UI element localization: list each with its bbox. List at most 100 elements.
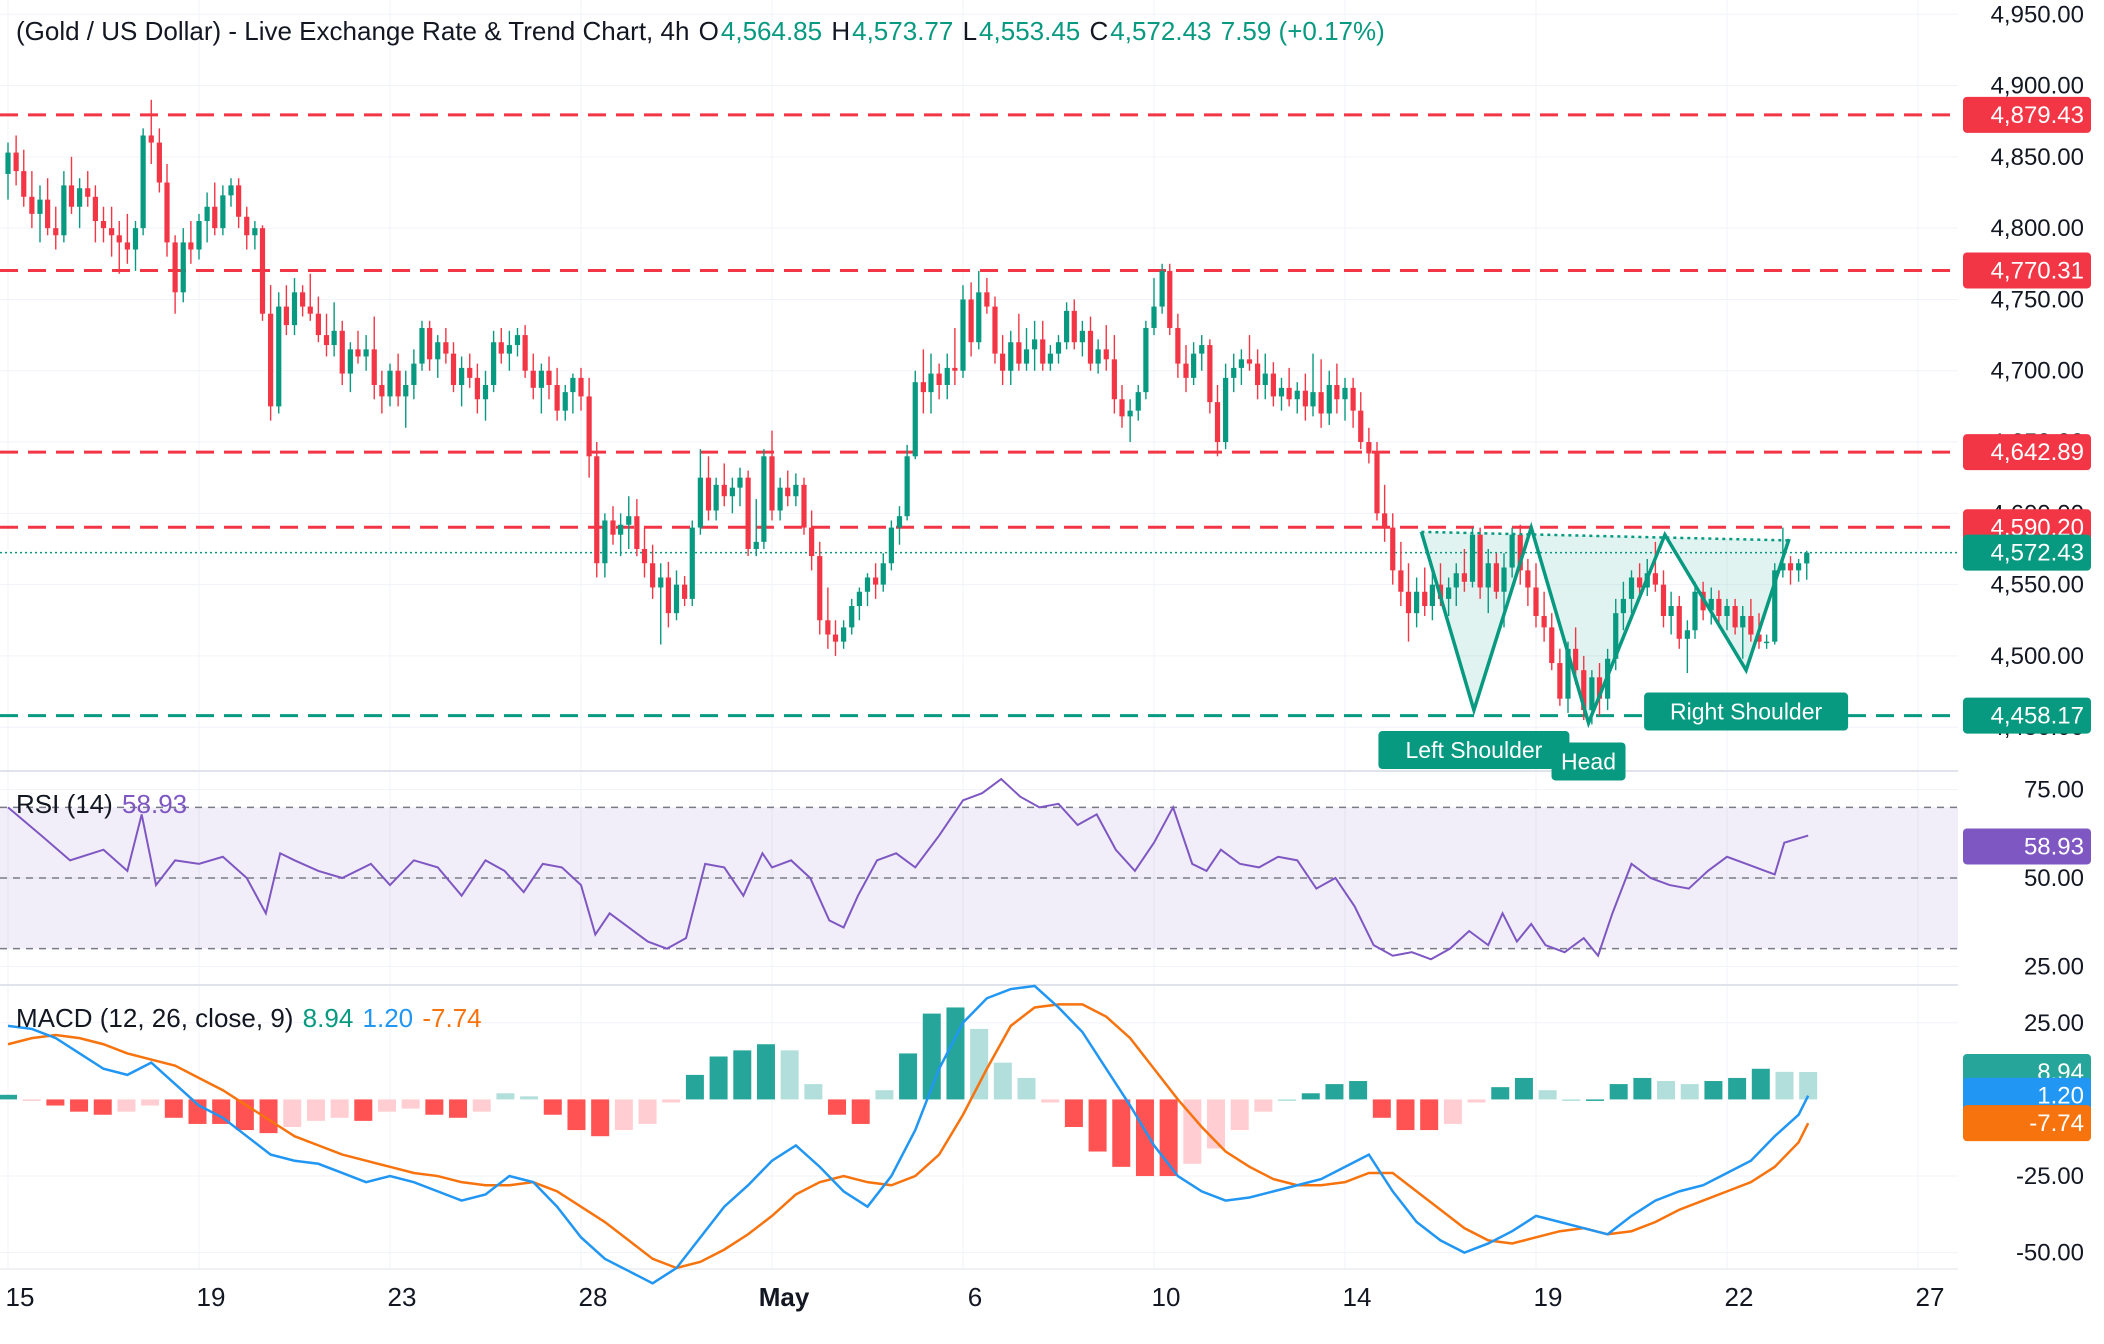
candle-body bbox=[435, 342, 441, 360]
candle bbox=[1684, 620, 1690, 674]
price-legend: (Gold / US Dollar) - Live Exchange Rate … bbox=[16, 16, 1387, 47]
open-value: 4,564.85 bbox=[720, 16, 823, 46]
rsi-tick-label: 50.00 bbox=[2024, 865, 2084, 892]
macd-histogram-bar bbox=[1301, 1093, 1320, 1100]
candle-body bbox=[936, 373, 942, 385]
candle bbox=[721, 463, 727, 507]
low-label: L bbox=[962, 16, 978, 46]
candle bbox=[1708, 587, 1714, 625]
candle bbox=[1334, 363, 1340, 414]
macd-value-label-box bbox=[1963, 1077, 2091, 1114]
candle bbox=[204, 192, 210, 243]
candle-body bbox=[1637, 577, 1643, 588]
candle-body bbox=[753, 541, 759, 549]
price-tick-label: 4,850.00 bbox=[1991, 144, 2084, 171]
candle-body bbox=[1390, 527, 1396, 571]
price-tick-label: 4,800.00 bbox=[1991, 215, 2084, 242]
candle bbox=[1047, 345, 1053, 371]
price-tick-label: 4,700.00 bbox=[1991, 358, 2084, 385]
candle-body bbox=[785, 487, 791, 497]
candle bbox=[387, 363, 393, 407]
candle-body bbox=[1429, 584, 1435, 607]
candle-body bbox=[363, 349, 369, 357]
candle-body bbox=[1613, 613, 1619, 659]
candle bbox=[1557, 648, 1563, 706]
candle-body bbox=[538, 370, 544, 388]
candle-body bbox=[904, 456, 910, 517]
candle bbox=[888, 520, 894, 571]
candle-body bbox=[1255, 363, 1261, 385]
candle-body bbox=[506, 345, 512, 354]
candle bbox=[769, 430, 775, 521]
candle-body bbox=[1756, 634, 1762, 642]
candle bbox=[729, 477, 735, 514]
macd-histogram-bar bbox=[1230, 1099, 1249, 1131]
candle-body bbox=[1589, 677, 1595, 711]
pattern-label-box bbox=[1551, 742, 1626, 781]
candle-body bbox=[1509, 534, 1515, 568]
candle-body bbox=[291, 292, 298, 326]
candle-body bbox=[1016, 342, 1022, 364]
candle bbox=[841, 620, 847, 649]
candle bbox=[673, 570, 680, 621]
candle bbox=[1231, 353, 1237, 393]
close-value: 4,572.43 bbox=[1110, 16, 1212, 46]
macd-histogram-bar bbox=[1041, 1099, 1060, 1103]
candle bbox=[236, 178, 242, 229]
candle bbox=[873, 563, 879, 599]
candle-body bbox=[1772, 570, 1778, 642]
candle bbox=[411, 349, 417, 400]
candle bbox=[371, 316, 377, 400]
macd-title: MACD (12, 26, close, 9) bbox=[16, 1003, 294, 1033]
candle bbox=[1366, 427, 1372, 464]
candle bbox=[363, 335, 369, 371]
candle bbox=[562, 385, 568, 421]
candle-body bbox=[896, 516, 903, 528]
candle-body bbox=[856, 591, 862, 607]
candle bbox=[1326, 370, 1332, 425]
level-label: 4,458.17 bbox=[1991, 703, 2084, 730]
candle-body bbox=[1310, 392, 1316, 407]
candle bbox=[172, 235, 178, 314]
candle bbox=[689, 520, 695, 607]
macd-histogram-bar bbox=[1467, 1099, 1486, 1103]
candle bbox=[331, 302, 337, 357]
pattern-label: Left Shoulder bbox=[1406, 737, 1543, 763]
rsi-value-label: 58.93 bbox=[2024, 833, 2084, 860]
candle-body bbox=[1000, 353, 1006, 371]
candle bbox=[713, 477, 719, 521]
macd-histogram-bar bbox=[970, 1028, 989, 1100]
candle-body bbox=[1350, 387, 1356, 411]
candle-body bbox=[682, 584, 688, 599]
candle-body bbox=[721, 484, 727, 497]
macd-histogram-bar bbox=[875, 1090, 894, 1100]
high-value: 4,573.77 bbox=[852, 16, 954, 46]
candle-body bbox=[1199, 345, 1205, 354]
macd-histogram-bar bbox=[1396, 1099, 1415, 1131]
time-tick-label: 23 bbox=[388, 1282, 417, 1312]
candle-body bbox=[307, 306, 313, 314]
macd-histogram-bar bbox=[1633, 1077, 1652, 1100]
candle-body bbox=[912, 382, 918, 457]
candle bbox=[856, 587, 862, 621]
candle-body bbox=[1135, 392, 1141, 411]
candle bbox=[498, 327, 504, 364]
candle bbox=[21, 149, 27, 207]
last-price-label: 4,572.43 bbox=[1991, 540, 2084, 567]
candle-body bbox=[1055, 342, 1062, 354]
candle-body bbox=[928, 373, 934, 393]
candle-body bbox=[1334, 385, 1340, 400]
candle bbox=[61, 171, 67, 243]
macd-histogram-bar bbox=[520, 1096, 539, 1100]
candle bbox=[761, 449, 767, 549]
pattern-label-box bbox=[1378, 731, 1570, 770]
candle bbox=[450, 342, 457, 393]
candle-body bbox=[1262, 373, 1268, 385]
candle bbox=[180, 228, 186, 303]
candle bbox=[1429, 570, 1435, 621]
time-tick-label: 28 bbox=[579, 1282, 608, 1312]
candle-body bbox=[1223, 377, 1229, 443]
macd-value: 8.94 bbox=[302, 1003, 354, 1033]
candle bbox=[1772, 563, 1778, 645]
candle-body bbox=[156, 142, 162, 183]
